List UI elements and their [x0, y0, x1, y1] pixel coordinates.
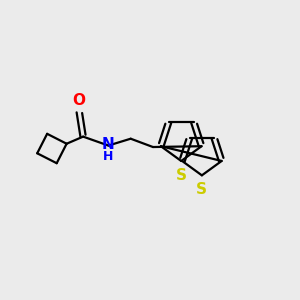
Text: H: H: [103, 150, 114, 163]
Text: O: O: [72, 93, 85, 108]
Text: N: N: [102, 136, 115, 152]
Text: S: S: [196, 182, 207, 197]
Text: S: S: [176, 167, 187, 182]
